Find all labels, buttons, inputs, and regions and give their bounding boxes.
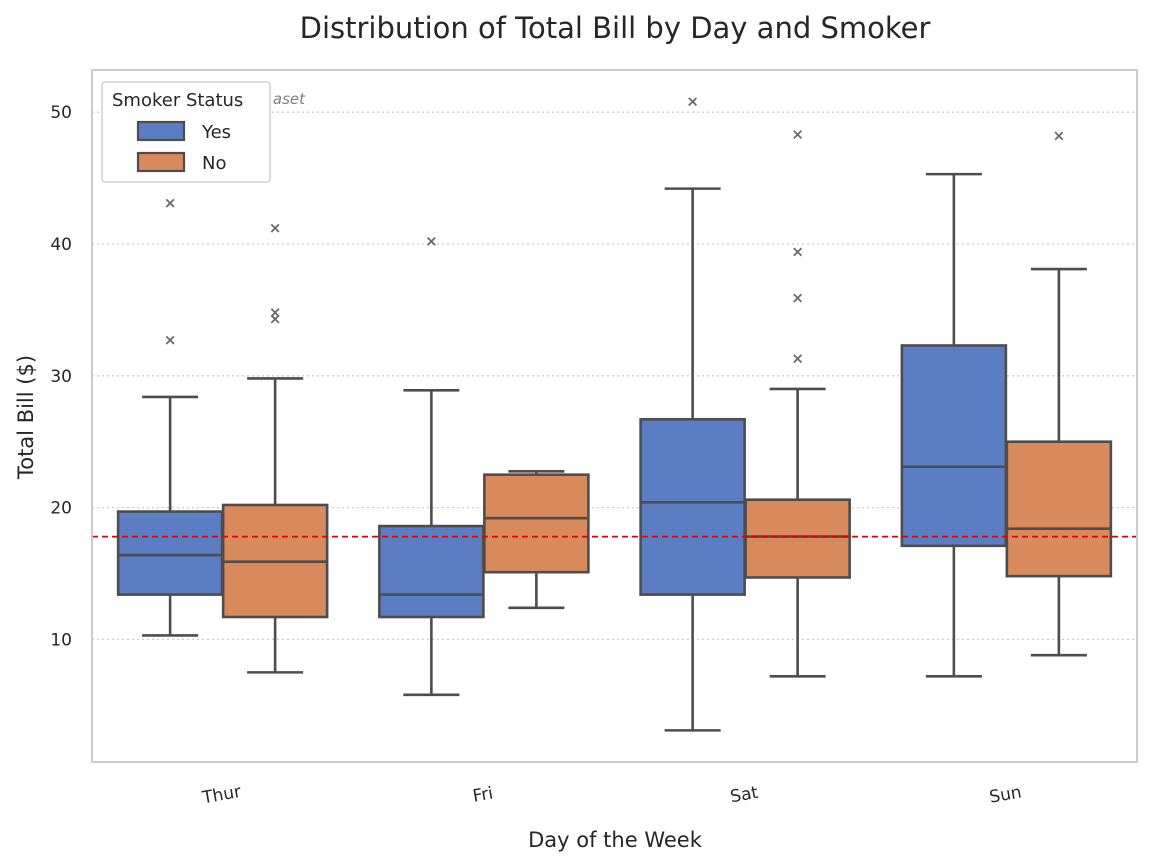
box-iqr	[900, 344, 1008, 548]
outlier-stroke	[165, 335, 175, 345]
box-iqr	[116, 510, 224, 596]
legend: Smoker Status Yes No	[101, 81, 271, 183]
box-yes-sun	[900, 172, 1008, 678]
box-iqr	[1005, 440, 1113, 578]
box-yes-sat	[639, 97, 746, 732]
outlier-stroke	[1054, 131, 1064, 141]
box-iqr	[744, 498, 851, 579]
box-no-sun	[1005, 131, 1113, 657]
outlier-point	[688, 97, 698, 107]
y-tick-label: 40	[50, 235, 72, 255]
outlier-point	[165, 335, 175, 345]
box-no-fri	[483, 470, 590, 610]
y-axis-label: Total Bill ($)	[14, 355, 38, 480]
outlier-point	[426, 236, 436, 246]
outlier-point	[793, 130, 803, 140]
x-tick-label: Thur	[200, 782, 243, 809]
outlier-point	[1054, 131, 1064, 141]
outlier-stroke	[793, 247, 803, 257]
outlier-point	[793, 354, 803, 364]
outlier-stroke	[270, 308, 280, 317]
outlier-stroke	[270, 314, 280, 324]
y-tick-label: 50	[50, 103, 72, 123]
outlier-stroke	[165, 198, 175, 208]
outlier-point	[793, 247, 803, 257]
chart-title: Distribution of Total Bill by Day and Sm…	[300, 11, 931, 45]
box-iqr	[483, 473, 590, 574]
y-tick-label: 10	[50, 630, 72, 650]
y-tick-label: 30	[50, 367, 72, 387]
plot-frame	[91, 69, 1138, 763]
legend-item-yes: Yes	[136, 120, 231, 143]
outlier-point	[270, 314, 280, 324]
legend-swatch	[136, 151, 186, 173]
outlier-stroke	[688, 97, 698, 107]
outlier-point	[793, 293, 803, 303]
y-tick-label: 20	[50, 499, 72, 519]
legend-label: No	[202, 153, 226, 174]
outlier-stroke	[426, 236, 436, 246]
legend-item-no: No	[136, 151, 226, 174]
x-axis-label: Day of the Week	[528, 828, 703, 852]
outlier-stroke	[793, 130, 803, 140]
box-no-sat	[744, 130, 851, 678]
x-tick-label: Fri	[471, 783, 494, 806]
annotation-text: aset	[273, 90, 306, 108]
outlier-stroke	[270, 223, 280, 233]
x-tick-label: Sat	[729, 783, 760, 808]
box-yes-fri	[378, 236, 485, 697]
outlier-stroke	[793, 354, 803, 364]
legend-title: Smoker Status	[112, 90, 243, 111]
outlier-stroke	[793, 293, 803, 303]
box-iqr	[378, 524, 485, 619]
x-tick-label: Sun	[988, 782, 1023, 807]
box-iqr	[639, 417, 746, 596]
box-no-thur	[221, 223, 329, 674]
legend-label: Yes	[201, 122, 231, 143]
outlier-point	[165, 198, 175, 208]
outlier-point	[270, 308, 280, 317]
legend-swatch	[136, 120, 186, 142]
box-yes-thur	[116, 198, 224, 637]
outlier-point	[270, 223, 280, 233]
